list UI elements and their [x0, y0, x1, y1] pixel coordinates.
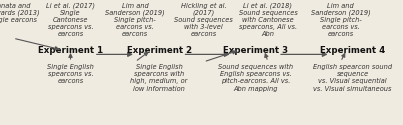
Text: Lim and
Sanderson (2019)
Single pitch-
earcons vs.
earcons: Lim and Sanderson (2019) Single pitch- e… [311, 2, 370, 37]
Text: Experiment 2: Experiment 2 [127, 46, 192, 55]
Text: Lim and
Sanderson (2019)
Single pitch-
earcons vs.
earcons: Lim and Sanderson (2019) Single pitch- e… [105, 2, 165, 37]
Text: Experiment 4: Experiment 4 [320, 46, 385, 55]
Text: Single English
spearcons with
high, medium, or
low information: Single English spearcons with high, medi… [131, 64, 188, 92]
Text: Li et al. (2017)
Single
Cantonese
spearcons vs.
earcons: Li et al. (2017) Single Cantonese spearc… [46, 2, 95, 37]
Text: Hickling et al.
(2017)
Sound sequences
with 3-level
earcons: Hickling et al. (2017) Sound sequences w… [174, 2, 233, 37]
Text: Janata and
Edwards (2013)
Single earcons: Janata and Edwards (2013) Single earcons [0, 2, 39, 23]
Text: Sound sequences with
English spearcons vs.
pitch-earcons. All vs.
Abn mapping: Sound sequences with English spearcons v… [218, 64, 293, 92]
Text: Experiment 3: Experiment 3 [223, 46, 289, 55]
Text: Experiment 1: Experiment 1 [38, 46, 103, 55]
Text: Li et al. (2018)
Sound sequences
with Cantonese
spearcons, All vs.
Abn: Li et al. (2018) Sound sequences with Ca… [239, 2, 297, 37]
Text: English spearcon sound
sequence
vs. Visual sequential
vs. Visual simultaneous: English spearcon sound sequence vs. Visu… [313, 64, 392, 92]
Text: Single English
spearcons vs.
earcons: Single English spearcons vs. earcons [47, 64, 94, 84]
